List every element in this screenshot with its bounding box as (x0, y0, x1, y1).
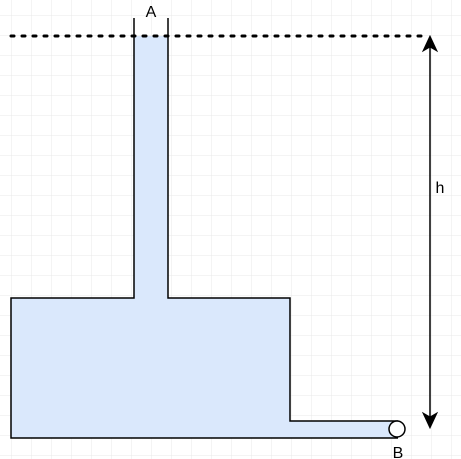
vessel-outline (10, 18, 398, 439)
height-arrow-head-top (421, 34, 439, 53)
label-b: B (393, 445, 404, 459)
fluid-body (11, 36, 398, 438)
label-h: h (436, 180, 445, 197)
label-a: A (146, 4, 157, 21)
height-arrow-head-bottom (421, 411, 439, 430)
outlet-circle (388, 420, 406, 438)
